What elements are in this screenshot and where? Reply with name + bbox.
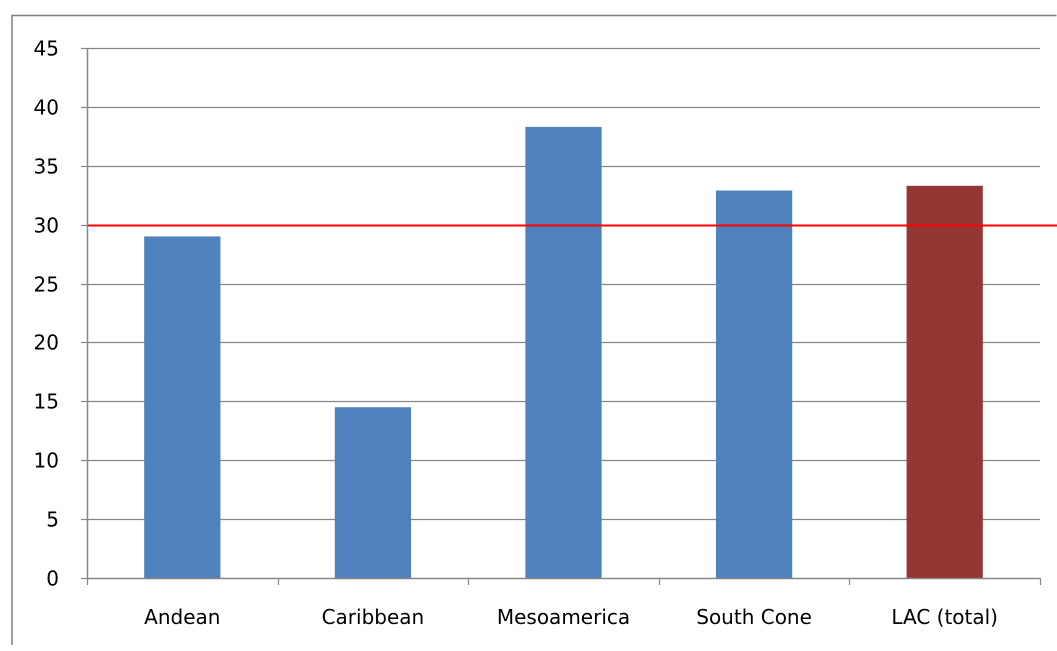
bar-andean — [144, 236, 220, 578]
y-tick-label: 35 — [34, 155, 59, 179]
y-tick-label: 45 — [34, 37, 59, 61]
x-tick-label: LAC (total) — [891, 605, 998, 629]
x-tick-label: Andean — [144, 605, 220, 629]
x-tick-label: South Cone — [696, 605, 812, 629]
y-tick-label: 30 — [34, 214, 59, 238]
bar-mesoamerica — [525, 127, 601, 578]
y-tick-label: 40 — [34, 96, 59, 120]
bar-caribbean — [335, 407, 411, 578]
y-tick-label: 25 — [34, 273, 59, 297]
y-tick-label: 5 — [46, 508, 59, 532]
x-tick-label: Caribbean — [322, 605, 425, 629]
y-tick-label: 15 — [34, 390, 59, 414]
bars — [144, 127, 983, 578]
x-tick-label: Mesoamerica — [497, 605, 630, 629]
y-tick-label: 20 — [34, 331, 59, 355]
bar-south-cone — [716, 191, 792, 578]
y-tick-label: 10 — [34, 449, 59, 473]
y-tick-label: 0 — [46, 567, 59, 591]
bar-lac-total — [907, 186, 983, 578]
